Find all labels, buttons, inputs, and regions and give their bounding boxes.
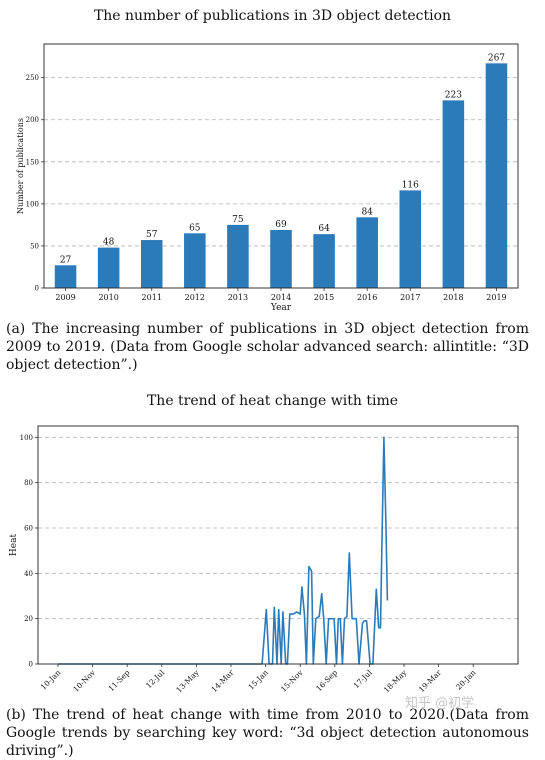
y-tick-label: 150 [26, 158, 39, 166]
x-tick-label: 16-Sep [314, 668, 339, 693]
bar [313, 234, 335, 288]
bar [442, 100, 465, 289]
y-tick-label: 60 [24, 525, 33, 533]
y-tick-label: 80 [24, 479, 33, 487]
x-tick-label: 2016 [357, 293, 377, 302]
x-tick-label: 10-Jan [39, 668, 63, 692]
y-tick-label: 0 [35, 285, 39, 293]
y-axis-label: Heat [9, 534, 19, 557]
bar [54, 265, 77, 288]
chart-a-svg: 0 50 100 150 200 250 27 2009 48 2010 57 2011 65 2012 7… [16, 43, 519, 312]
x-tick-label: 2014 [271, 293, 291, 302]
bar [97, 247, 120, 288]
x-tick-label: 18-May [382, 668, 409, 695]
y-tick-label: 50 [30, 242, 39, 250]
chart-b-title: The trend of heat change with time [146, 393, 399, 409]
caption-b: (b) The trend of heat change with time f… [6, 707, 529, 759]
y-tick-label: 250 [26, 74, 39, 82]
publications-bar-chart: The number of publications in 3D object … [0, 0, 545, 312]
y-tick-label: 100 [20, 434, 33, 442]
plot-frame [37, 425, 519, 665]
bar [184, 233, 206, 288]
chart-b-svg: 0 20 40 60 80 100 10-Jan 10-Nov 11-Sep 12-Jul 13-M… [9, 425, 519, 695]
x-tick-label: 14-Mar [209, 668, 235, 694]
x-tick-label: 10-Nov [71, 668, 97, 694]
bar [485, 63, 508, 289]
x-tick-label: 2009 [55, 293, 75, 302]
bar-value-label: 116 [402, 180, 419, 190]
bar-value-label: 64 [318, 224, 330, 234]
x-tick-label: 2018 [443, 293, 463, 302]
y-tick-label: 40 [24, 570, 33, 578]
x-tick-label: 12-Jul [144, 668, 167, 691]
y-tick-label: 200 [26, 116, 39, 124]
x-tick-label: 2015 [314, 293, 334, 302]
x-tick-label: 2019 [486, 293, 506, 302]
x-axis-label: Year [270, 303, 292, 312]
bar-value-label: 48 [103, 238, 115, 248]
bar [356, 217, 378, 288]
x-tick-label: 2012 [185, 293, 205, 302]
bar-value-label: 57 [146, 230, 158, 240]
chart-a-title: The number of publications in 3D object … [93, 8, 452, 24]
x-tick-label: 20-Jan [454, 668, 478, 692]
bar-value-label: 27 [60, 255, 72, 265]
bar-value-label: 75 [232, 215, 244, 225]
heat-line-chart: The trend of heat change with time 0 20 40… [0, 388, 545, 703]
bar-value-label: 84 [361, 207, 373, 217]
x-tick-label: 17-Jul [352, 668, 375, 691]
x-tick-label: 19-Mar [417, 668, 443, 694]
y-tick-label: 20 [24, 615, 33, 623]
bar [399, 190, 422, 288]
x-tick-label: 11-Sep [107, 668, 132, 693]
x-tick-label: 15-Nov [279, 668, 305, 694]
bar-value-label: 223 [445, 90, 462, 100]
bar [270, 229, 292, 288]
y-tick-label: 0 [29, 661, 33, 669]
plot-frame [43, 43, 519, 289]
y-tick-label: 100 [26, 200, 39, 208]
bar [140, 240, 163, 288]
x-tick-label: 2013 [228, 293, 248, 302]
x-tick-label: 2017 [400, 293, 420, 302]
bar [227, 224, 249, 288]
x-tick-label: 13-May [174, 668, 201, 695]
x-tick-label: 15-Jan [246, 668, 270, 692]
caption-a: (a) The increasing number of publication… [6, 321, 529, 373]
bar-value-label: 69 [275, 220, 287, 230]
series-line-heat [58, 436, 389, 665]
bar-value-label: 267 [488, 53, 505, 63]
x-tick-label: 2011 [142, 293, 162, 302]
y-axis-label: Number of publications [16, 118, 25, 214]
x-tick-label: 2010 [98, 293, 118, 302]
bar-value-label: 65 [189, 223, 201, 233]
